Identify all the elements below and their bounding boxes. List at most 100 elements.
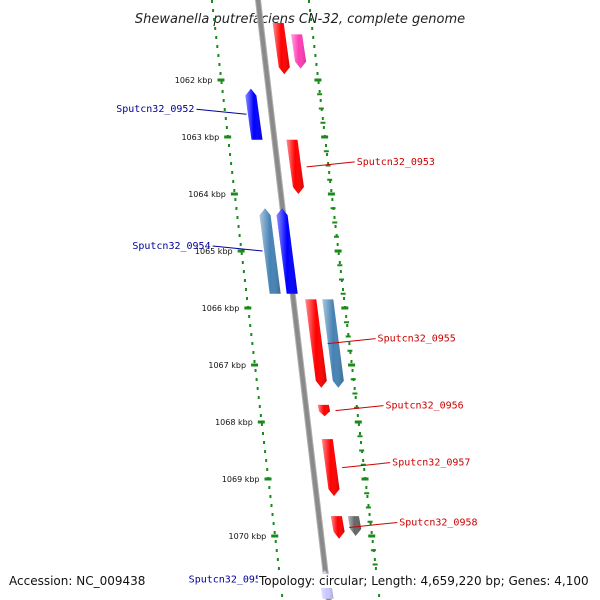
gene-feature-f12[interactable]: [347, 516, 362, 536]
scale-dot-left: [276, 558, 279, 561]
gene-feature-f8[interactable]: [322, 299, 344, 388]
scale-tick-label: 1065 kbp: [195, 247, 233, 256]
scale-dot-left: [253, 360, 256, 363]
scale-tick-major: [361, 477, 369, 481]
scale-dot-left: [232, 180, 235, 183]
scale-tick-minor: [327, 178, 333, 181]
gene-label[interactable]: Sputcn32_0954: [132, 241, 210, 252]
scale-dot-right: [360, 441, 363, 444]
scale-dot-left: [235, 207, 238, 210]
scale-dot-left: [211, 0, 213, 3]
scale-tick-minor: [350, 378, 356, 381]
scale-dot-left: [261, 432, 264, 435]
scale-dot-right: [369, 522, 372, 525]
scale-dot-right: [353, 387, 356, 390]
gene-feature-f10[interactable]: [321, 439, 340, 497]
scale-dot-right: [312, 36, 315, 39]
gene-label[interactable]: Sputcn32_0952: [116, 104, 194, 115]
gene-arrow-shading: [322, 299, 344, 388]
gene-feature-f9[interactable]: [317, 404, 331, 417]
scale-dot-left: [259, 414, 262, 417]
scale-tick-minor: [365, 506, 371, 509]
gene-label[interactable]: Sputcn32_0955: [378, 334, 456, 345]
gene-label[interactable]: Sputcn32_0957: [392, 458, 470, 469]
scale-dot-left: [263, 441, 266, 444]
gene-arrow-shading: [321, 439, 340, 497]
scale-dot-left: [216, 45, 219, 48]
scale-dot-left: [220, 81, 223, 84]
scale-tick-minor: [344, 321, 350, 324]
scale-dot-right: [313, 45, 316, 48]
scale-dot-right: [354, 396, 357, 399]
scale-tick-major: [237, 249, 245, 253]
scale-dot-right: [357, 423, 360, 426]
gene-feature-f7[interactable]: [305, 299, 327, 388]
scale-dot-left: [268, 486, 271, 489]
scale-tick-major: [217, 78, 225, 82]
scale-tick-minor: [325, 164, 331, 167]
scale-tick-minor: [333, 235, 339, 238]
gene-label[interactable]: Sputcn32_0959: [189, 574, 267, 585]
scale-dot-left: [227, 144, 230, 147]
scale-tick-major: [264, 477, 272, 481]
label-leader-line: [327, 338, 376, 345]
gene-arrow-shading: [291, 34, 307, 69]
scale-dot-right: [355, 405, 358, 408]
scale-tick-major: [224, 135, 232, 139]
scale-dot-right: [351, 369, 354, 372]
scale-dot-right: [326, 153, 329, 156]
scale-dot-left: [239, 243, 242, 246]
scale-tick-label: 1069 kbp: [222, 475, 260, 484]
scale-dot-right: [350, 360, 353, 363]
scale-dot-right: [347, 333, 350, 336]
scale-dot-right: [322, 126, 325, 129]
gene-feature-f1[interactable]: [272, 23, 290, 75]
scale-dot-left: [214, 27, 217, 30]
scale-tick-label: 1068 kbp: [215, 418, 253, 427]
scale-dot-right: [321, 117, 324, 120]
scale-dot-right: [338, 261, 341, 264]
label-leader-line: [342, 462, 391, 469]
gene-arrow-shading: [272, 23, 290, 75]
gene-feature-f3[interactable]: [245, 88, 263, 140]
scale-tick-label: 1063 kbp: [181, 133, 219, 142]
scale-dot-left: [221, 90, 224, 93]
scale-dot-right: [362, 459, 365, 462]
scale-tick-minor: [364, 492, 370, 495]
scale-dot-left: [255, 378, 258, 381]
scale-dot-left: [238, 234, 241, 237]
scale-dot-right: [370, 531, 373, 534]
scale-dot-left: [256, 387, 259, 390]
accession-text: Accession: NC_009438: [8, 574, 147, 588]
gene-feature-f6[interactable]: [276, 208, 298, 294]
gene-feature-f11[interactable]: [330, 516, 345, 539]
scale-dot-right: [315, 63, 318, 66]
scale-dot-left: [252, 351, 255, 354]
scale-tick-minor: [370, 549, 376, 552]
scale-dot-right: [309, 9, 312, 12]
scale-dot-right: [310, 18, 313, 21]
scale-dot-left: [260, 423, 263, 426]
scale-dot-left: [213, 18, 216, 21]
gene-feature-f2[interactable]: [291, 34, 307, 69]
scale-dot-left: [212, 9, 215, 12]
scale-dot-right: [348, 342, 351, 345]
gene-feature-f4[interactable]: [286, 139, 304, 194]
gene-label[interactable]: Sputcn32_0958: [399, 517, 477, 528]
scale-dot-left: [215, 36, 218, 39]
scale-tick-label: 1070 kbp: [229, 532, 267, 541]
scale-tick-label: 1062 kbp: [175, 76, 213, 85]
gene-feature-f5[interactable]: [259, 208, 281, 294]
scale-dot-left: [223, 108, 226, 111]
scale-dot-left: [241, 261, 244, 264]
gene-arrow-shading: [259, 208, 281, 294]
scale-ticks: 1062 kbp 1063 kbp 1064 kbp 1065 kbp 1066 kbp…: [175, 0, 381, 597]
scale-tick-minor: [345, 335, 351, 338]
scale-dot-right: [358, 432, 361, 435]
scale-dot-right: [330, 189, 333, 192]
gene-label[interactable]: Sputcn32_0953: [357, 157, 435, 168]
scale-dot-right: [319, 99, 322, 102]
gene-label[interactable]: Sputcn32_0956: [385, 401, 463, 412]
scale-dot-left: [265, 459, 268, 462]
scale-tick-minor: [357, 435, 363, 438]
